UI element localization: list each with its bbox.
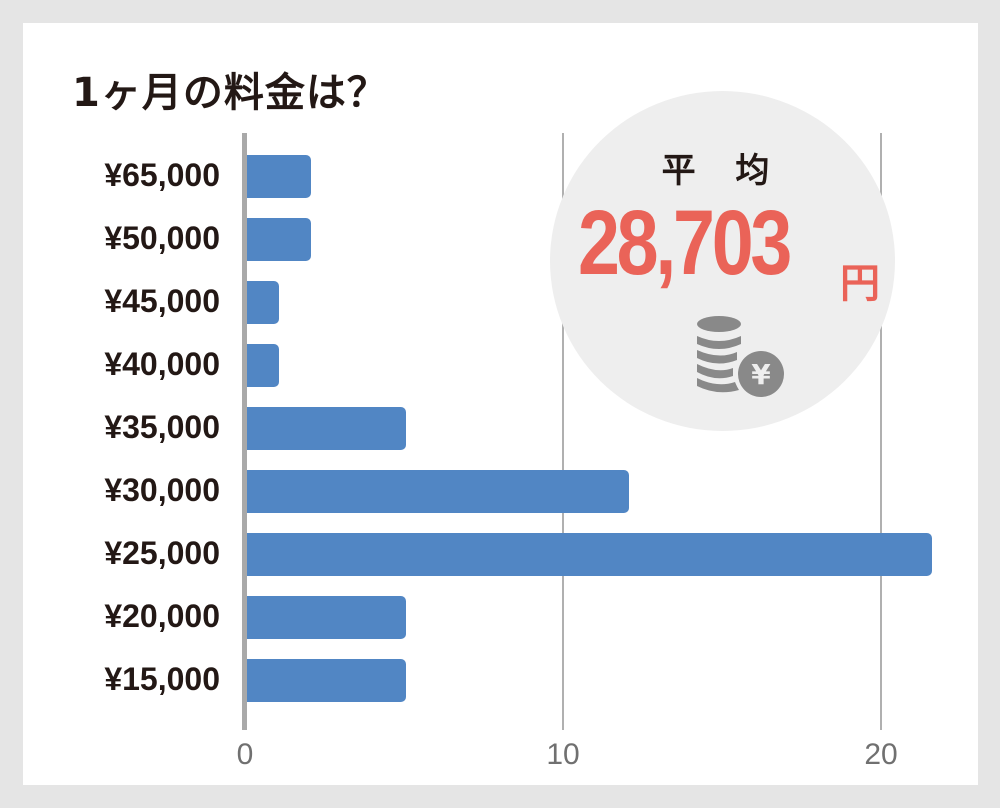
y-category-label: ¥30,000 <box>104 472 220 508</box>
average-unit: 円 <box>840 261 880 307</box>
y-category-label: ¥20,000 <box>104 598 220 634</box>
bar-40000 <box>247 344 279 387</box>
x-tick-0: 0 <box>236 738 254 771</box>
svg-text:¥: ¥ <box>751 358 771 391</box>
bar-30000 <box>247 470 630 513</box>
bar-65000 <box>247 155 311 198</box>
y-category-label: ¥50,000 <box>104 220 220 256</box>
y-category-label: ¥15,000 <box>104 661 220 697</box>
bar-45000 <box>247 281 279 324</box>
y-category-label: ¥65,000 <box>104 157 220 193</box>
chart-title: 1ヶ月の料金は？ <box>72 70 388 116</box>
average-value: 28,703 <box>578 192 792 294</box>
x-tick-20: 20 <box>864 738 898 771</box>
bar-15000 <box>247 659 407 702</box>
bar-20000 <box>247 596 407 639</box>
x-tick-10: 10 <box>546 738 580 771</box>
y-category-label: ¥45,000 <box>104 283 220 319</box>
coins-yen-icon: ¥ <box>697 316 788 401</box>
bar-50000 <box>247 218 311 261</box>
gridline-10 <box>562 133 564 730</box>
y-axis-line <box>242 133 247 730</box>
y-category-label: ¥40,000 <box>104 346 220 382</box>
y-category-label: ¥35,000 <box>104 409 220 445</box>
bar-35000 <box>247 407 407 450</box>
bar-25000 <box>247 533 932 576</box>
average-label: 平 均 <box>661 151 784 191</box>
average-badge: 平 均 28,703 円 ¥ <box>550 91 895 431</box>
gridline-20 <box>880 133 882 730</box>
y-category-label: ¥25,000 <box>104 535 220 571</box>
